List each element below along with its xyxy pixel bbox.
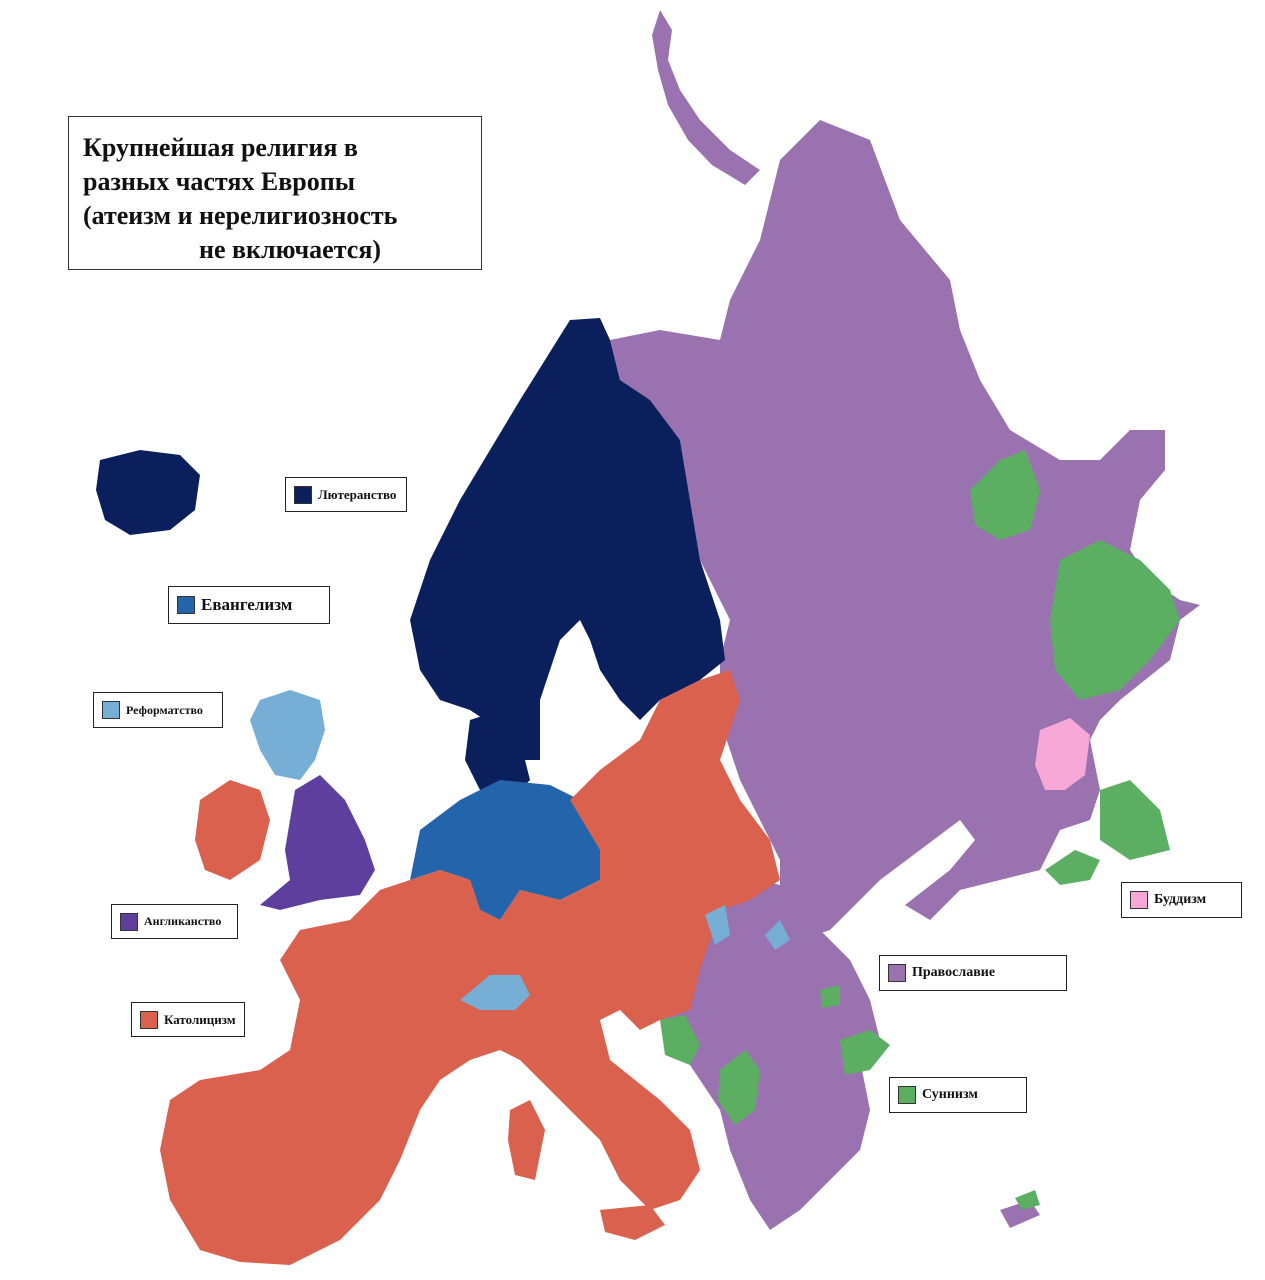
region-sunnism-tatarstan xyxy=(970,450,1040,540)
legend-label-evangelism: Евангелизм xyxy=(201,595,293,614)
region-sunnism-caucasus xyxy=(1045,850,1100,885)
region-evangelism-germany xyxy=(410,780,600,920)
legend-label-orthodoxy: Православие xyxy=(912,965,996,980)
legend-swatch-anglicanism xyxy=(120,912,138,931)
legend-sunnism: Суннизм xyxy=(889,1077,1027,1113)
region-sunnism-bulgaria xyxy=(820,985,840,1008)
region-catholicism-ireland xyxy=(195,780,270,880)
region-reformed-hungary xyxy=(705,905,730,945)
legend-orthodoxy: Православие xyxy=(879,955,1067,991)
region-sunnism-albania-kosovo xyxy=(718,1050,760,1125)
region-anglicanism-england xyxy=(260,775,375,910)
legend-label-catholicism: Католицизм xyxy=(164,1011,236,1027)
title-line-1: Крупнейшая религия в xyxy=(83,133,358,162)
region-catholicism-sicily xyxy=(600,1205,665,1240)
region-sunnism-bosnia xyxy=(660,1015,700,1065)
legend-buddhism: Буддизм xyxy=(1121,882,1242,918)
region-buddhism-kalmykia xyxy=(1035,718,1090,790)
region-orthodoxy-novaya-zemlya xyxy=(652,10,760,185)
legend-swatch-orthodoxy xyxy=(888,964,906,982)
region-catholicism-sardinia xyxy=(508,1100,545,1180)
title-line-4: не включается) xyxy=(199,235,382,264)
legend-swatch-buddhism xyxy=(1130,891,1148,909)
region-sunnism-kazakh-west xyxy=(1100,780,1170,860)
region-reformed-transylvania xyxy=(765,920,790,950)
region-lutheranism-denmark xyxy=(465,710,530,800)
region-sunnism-turkey-thrace xyxy=(840,1030,890,1075)
legend-swatch-evangelism xyxy=(177,596,195,614)
legend-label-reformed: Реформатство xyxy=(126,702,203,717)
legend-lutheranism: Лютеранство xyxy=(285,477,407,512)
legend-evangelism: Евангелизм xyxy=(168,586,330,624)
region-reformed-scotland xyxy=(250,690,325,780)
legend-swatch-sunnism xyxy=(898,1086,916,1104)
region-orthodoxy-balkans xyxy=(660,880,880,1230)
region-sunnism-north-cyprus xyxy=(1015,1190,1040,1210)
region-reformed-switzerland xyxy=(460,975,530,1010)
legend-label-sunnism: Суннизм xyxy=(922,1087,978,1102)
legend-swatch-lutheranism xyxy=(294,485,312,504)
legend-swatch-catholicism xyxy=(140,1010,158,1029)
legend-label-buddhism: Буддизм xyxy=(1154,892,1207,907)
legend-label-anglicanism: Англиканство xyxy=(144,914,222,928)
legend-catholicism: Католицизм xyxy=(131,1002,245,1037)
region-sunnism-bashkortostan xyxy=(1050,540,1180,700)
region-lutheranism-iceland xyxy=(96,450,200,535)
legend-label-lutheranism: Лютеранство xyxy=(318,486,397,502)
legend-anglicanism: Англиканство xyxy=(111,904,238,939)
region-lutheranism-scandinavia xyxy=(410,318,725,760)
title-line-3: (атеизм и нерелигиозность xyxy=(83,201,398,230)
legend-swatch-reformed xyxy=(102,701,120,719)
title-line-2: разных частях Европы xyxy=(83,167,356,196)
legend-reformed: Реформатство xyxy=(93,692,223,728)
region-catholicism-west xyxy=(160,670,780,1265)
map-title-box: Крупнейшая религия в разных частях Европ… xyxy=(68,116,482,270)
